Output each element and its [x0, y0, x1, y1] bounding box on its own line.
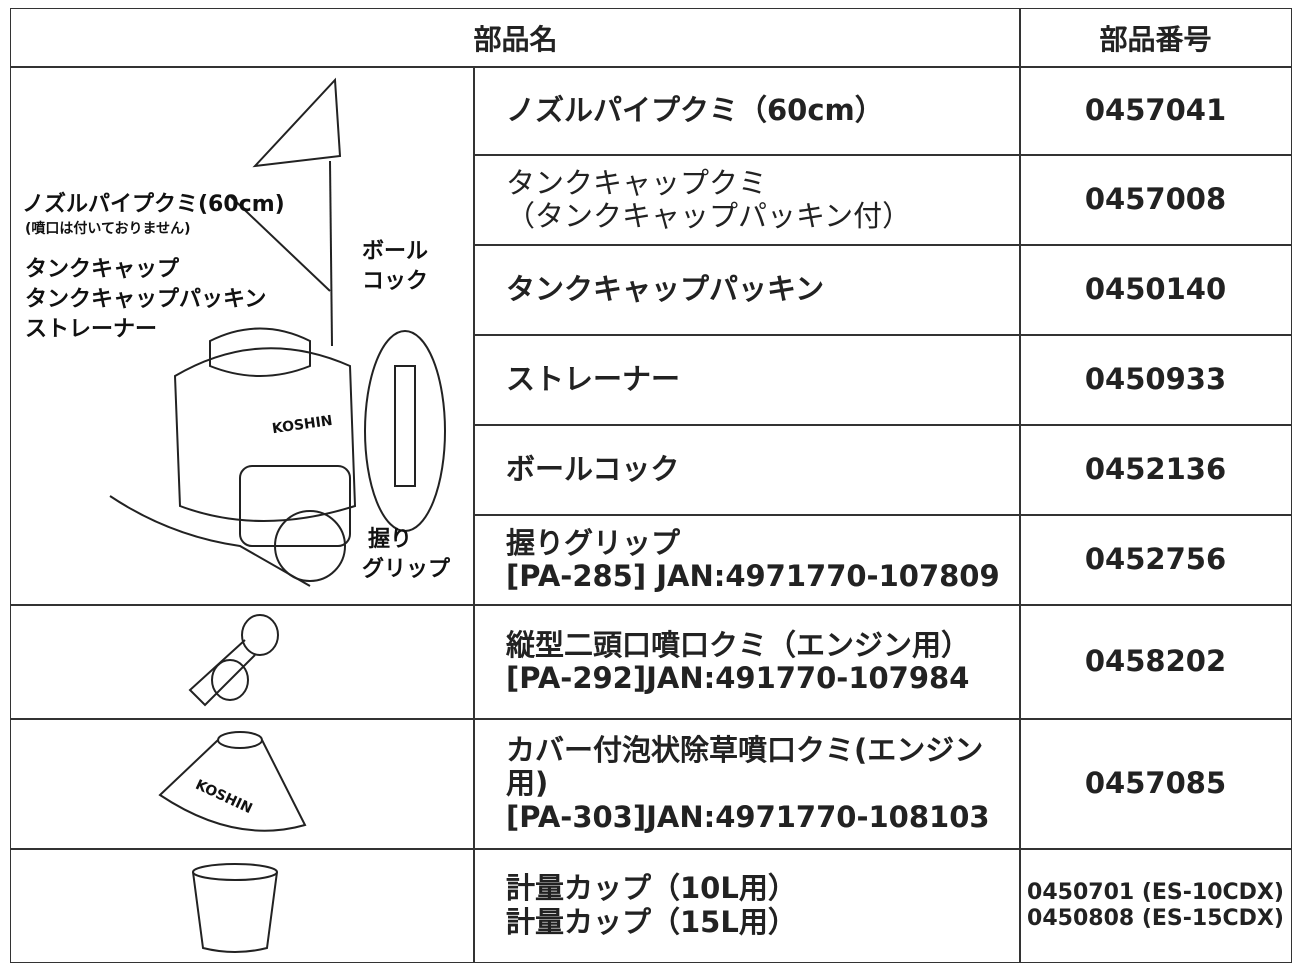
part-name-cell: ストレーナー [473, 334, 1021, 426]
header-number: 部品番号 [1099, 23, 1212, 56]
lance [329, 160, 333, 347]
cover-drawing [158, 731, 307, 832]
part-name: タンクキャップクミ [506, 165, 768, 200]
label-cock-2: コック [362, 269, 429, 294]
nozzle-drawing [188, 614, 279, 707]
part-name-cell: 握りグリップ [PA-285] JAN:4971770-107809 [473, 514, 1021, 606]
engine-body [239, 465, 351, 547]
part-number-cell: 0452136 [1019, 424, 1292, 516]
label-cap: タンクキャップ [25, 257, 180, 282]
part-name: 縦型二頭口噴口クミ（エンジン用） [506, 627, 971, 662]
cover-image-cell [10, 718, 475, 850]
header-name: 部品名 [473, 23, 558, 56]
grip [394, 365, 416, 487]
part-name-cell: 計量カップ（10L用） 計量カップ（15L用） [473, 848, 1021, 963]
part-number: 0457041 [1084, 93, 1227, 128]
part-name: タンクキャップパッキン [506, 272, 825, 307]
part-name: ボールコック [506, 452, 680, 487]
part-number-cell: 0450701 (ES-10CDX) 0450808 (ES-15CDX) [1019, 848, 1292, 963]
header-name-cell: 部品名 [10, 8, 1021, 68]
part-number-cell: 0457085 [1019, 718, 1292, 850]
leader [229, 195, 331, 292]
part-number: 0450140 [1084, 272, 1227, 307]
part-name: [PA-285] JAN:4971770-107809 [506, 559, 1000, 593]
part-name-cell: 縦型二頭口噴口クミ（エンジン用） [PA-292]JAN:491770-10798… [473, 604, 1021, 720]
part-name: [PA-292]JAN:491770-107984 [506, 661, 970, 695]
part-number-cell: 0452756 [1019, 514, 1292, 606]
part-name: カバー付泡状除草噴口クミ(エンジン用) [506, 732, 984, 801]
part-name-cell: タンクキャップパッキン [473, 244, 1021, 336]
part-number-cell: 0457041 [1019, 66, 1292, 156]
part-number: 0457008 [1084, 182, 1227, 217]
part-name: [PA-303]JAN:4971770-108103 [506, 799, 990, 834]
part-number-cell: 0458202 [1019, 604, 1292, 720]
nozzle-pipe [252, 77, 342, 168]
cock-detail [364, 330, 446, 532]
label-nozzle: ノズルパイプクミ(60cm) [22, 192, 285, 217]
label-strainer: ストレーナー [25, 317, 158, 342]
hose [109, 495, 311, 587]
part-name: ノズルパイプクミ（60cm） [506, 93, 884, 128]
part-number: 0452756 [1084, 542, 1227, 577]
part-name-cell: タンクキャップクミ （タンクキャップパッキン付） [473, 154, 1021, 246]
part-number-cell: 0450140 [1019, 244, 1292, 336]
part-name: （タンクキャップパッキン付） [506, 199, 912, 233]
sprayer-image-cell [10, 66, 475, 606]
part-name: 握りグリップ [506, 525, 681, 560]
part-name: 計量カップ（10L用） [506, 871, 797, 906]
part-number-cell: 0450933 [1019, 334, 1292, 426]
sprayer-drawing [109, 77, 446, 587]
label-grip-1: 握り [368, 527, 413, 552]
cup-drawing [192, 863, 278, 953]
part-name: ストレーナー [506, 362, 681, 397]
part-number: 0450808 (ES-15CDX) [1027, 905, 1284, 931]
label-cock-1: ボール [362, 239, 429, 264]
nozzle-image-cell [10, 604, 475, 720]
tank [173, 347, 357, 522]
label-grip-2: グリップ [362, 557, 451, 582]
part-name-cell: ノズルパイプクミ（60cm） [473, 66, 1021, 156]
label-nozzle-note: (噴口は付いておりません) [25, 221, 191, 237]
part-number: 0457085 [1084, 766, 1227, 801]
part-name-cell: カバー付泡状除草噴口クミ(エンジン用) [PA-303]JAN:4971770-1… [473, 718, 1021, 850]
header-number-cell: 部品番号 [1019, 8, 1292, 68]
part-number: 0450933 [1084, 362, 1227, 397]
part-number: 0452136 [1084, 452, 1227, 487]
part-number: 0450701 (ES-10CDX) [1027, 880, 1284, 906]
part-number: 0458202 [1084, 644, 1227, 679]
part-number-cell: 0457008 [1019, 154, 1292, 246]
tank-cap [209, 327, 311, 377]
part-name: 計量カップ（15L用） [506, 904, 797, 939]
part-name-cell: ボールコック [473, 424, 1021, 516]
label-packing: タンクキャップパッキン [25, 287, 267, 312]
